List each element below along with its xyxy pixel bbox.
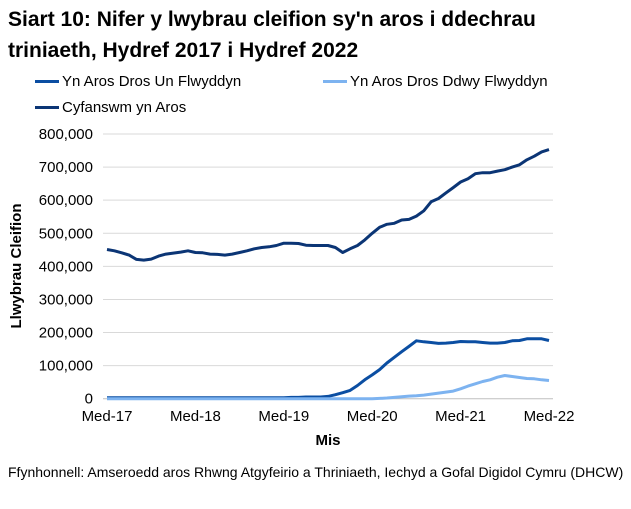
- y-tick-label: 700,000: [39, 159, 93, 176]
- x-tick-label: Med-17: [82, 408, 133, 425]
- x-tick-label: Med-20: [347, 408, 398, 425]
- y-tick-label: 500,000: [39, 225, 93, 242]
- source-note: Ffynhonnell: Amseroedd aros Rhwng Atgyfe…: [8, 464, 624, 480]
- legend-item-over-two-years: Yn Aros Dros Ddwy Flwyddyn: [323, 73, 548, 90]
- x-tick-label: Med-19: [258, 408, 309, 425]
- y-tick-label: 800,000: [39, 126, 93, 143]
- y-tick-label: 600,000: [39, 192, 93, 209]
- x-tick-label: Med-18: [170, 408, 221, 425]
- y-tick-label: 100,000: [39, 358, 93, 375]
- series-line-1: [107, 374, 550, 401]
- x-tick-label: Med-22: [524, 408, 575, 425]
- legend-label: Yn Aros Dros Ddwy Flwyddyn: [350, 73, 548, 90]
- y-tick-label: 400,000: [39, 258, 93, 275]
- x-axis-label: Mis: [315, 432, 340, 449]
- y-tick-label: 0: [85, 391, 93, 408]
- legend-swatch: [35, 80, 59, 83]
- y-tick-label: 300,000: [39, 291, 93, 308]
- legend-item-over-one-year: Yn Aros Dros Un Flwyddyn: [35, 73, 241, 90]
- plot-area: 0 100,000 200,000 300,000 400,000 500,000 600,…: [8, 126, 575, 449]
- legend-label: Yn Aros Dros Un Flwyddyn: [62, 73, 242, 90]
- legend-item-total-waiting: Cyfanswm yn Aros: [35, 99, 186, 116]
- series-line-2: [106, 148, 550, 262]
- series-line-0: [107, 337, 550, 400]
- x-tick-label: Med-21: [435, 408, 486, 425]
- legend-swatch: [35, 106, 59, 109]
- legend-label: Cyfanswm yn Aros: [62, 99, 187, 116]
- legend-swatch: [323, 80, 347, 83]
- y-axis-label: Llwybrau Cleifion: [8, 203, 25, 328]
- y-tick-label: 200,000: [39, 325, 93, 342]
- chart-title: Siart 10: Nifer y lwybrau cleifion sy'n …: [8, 8, 536, 62]
